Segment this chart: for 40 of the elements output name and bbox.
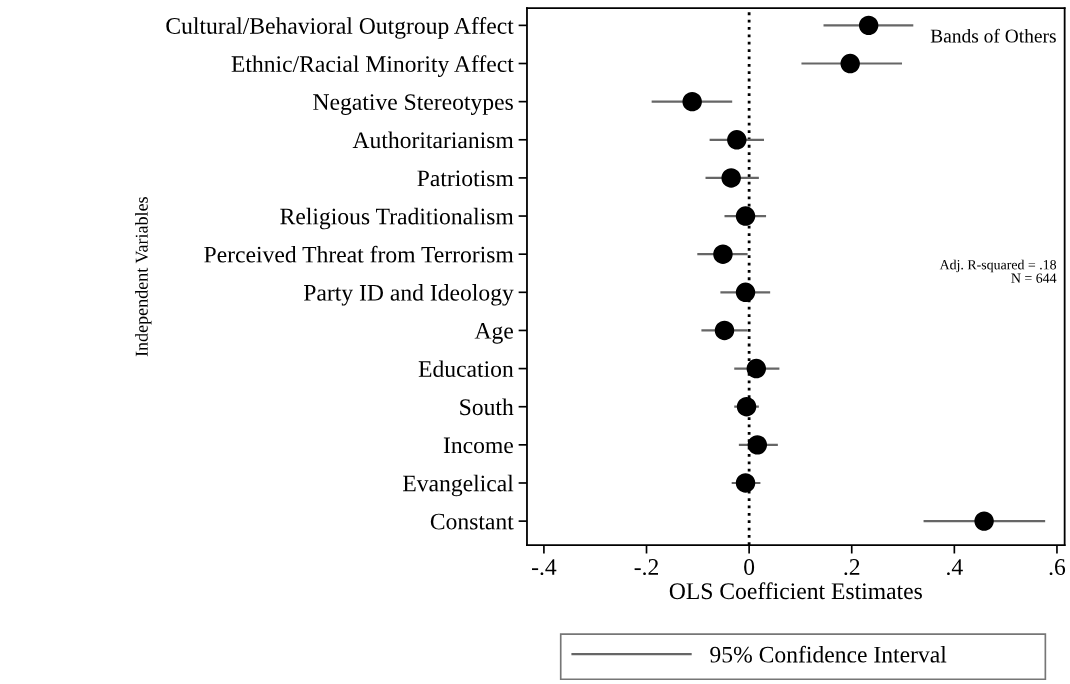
y-tick-label: Authoritarianism bbox=[352, 131, 514, 149]
point bbox=[682, 91, 702, 112]
x-tick-label: .6 bbox=[1049, 559, 1066, 576]
y-tick-label: Party ID and Ideology bbox=[303, 284, 514, 306]
x-tick-label: 0 bbox=[744, 559, 755, 575]
y-tick-label: South bbox=[460, 398, 514, 416]
x-tick-label: .4 bbox=[947, 559, 963, 576]
y-tick-label: Constant bbox=[430, 513, 514, 530]
x-tick-label: .2 bbox=[844, 559, 860, 576]
point bbox=[736, 397, 757, 417]
text: 95% Confidence Interval bbox=[710, 645, 947, 663]
point bbox=[858, 15, 879, 36]
point bbox=[714, 320, 735, 341]
y-tick-label: Perceived Threat from Terrorism bbox=[204, 245, 514, 263]
point bbox=[713, 244, 733, 264]
y-tick-label: Negative Stereotypes bbox=[313, 94, 513, 115]
x-tick-label: -.2 bbox=[634, 559, 658, 576]
y-tick-label: Income bbox=[443, 437, 513, 454]
point bbox=[974, 511, 994, 531]
point bbox=[727, 130, 747, 150]
point bbox=[840, 53, 860, 74]
y-tick-label: Evangelical bbox=[403, 474, 514, 497]
point bbox=[721, 168, 741, 188]
y-tick-label: Age bbox=[474, 323, 513, 344]
y-tick-label: Ethnic/Racial Minority Affect bbox=[231, 55, 514, 77]
annotation: Bands of Others bbox=[930, 28, 1056, 43]
y-tick-label: Education bbox=[418, 360, 514, 378]
point bbox=[747, 435, 768, 455]
point bbox=[735, 473, 756, 493]
annotation: Adj. R-squared = .18 bbox=[939, 259, 1057, 273]
y-tick-label: Patriotism bbox=[417, 170, 514, 187]
point bbox=[735, 282, 756, 303]
x-tick-label: -.4 bbox=[532, 559, 557, 576]
x-axis-title: OLS Coefficient Estimates bbox=[669, 582, 922, 600]
y-tick-label: Cultural/Behavioral Outgroup Affect bbox=[166, 17, 514, 39]
y-tick-label: Religious Traditionalism bbox=[280, 207, 514, 230]
point bbox=[735, 206, 756, 226]
point bbox=[746, 358, 767, 379]
annotation: N = 644 bbox=[1011, 273, 1057, 283]
y-axis-title: Independent Variables bbox=[135, 197, 152, 357]
